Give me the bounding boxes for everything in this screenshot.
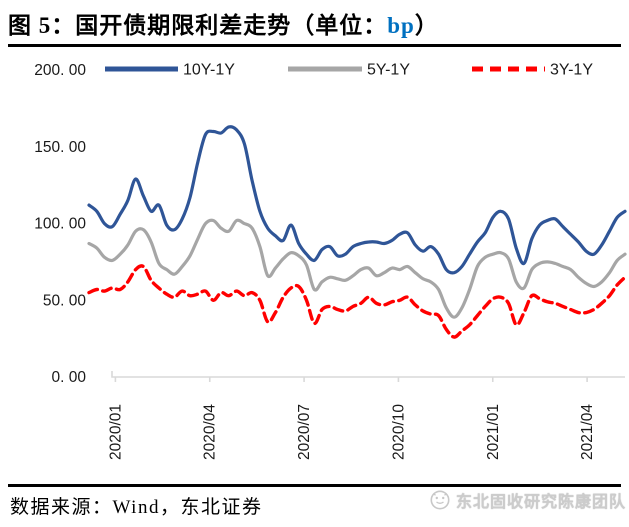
data-source: 数据来源：Wind，东北证券: [10, 497, 263, 518]
x-tick-label: 2020/10: [390, 404, 407, 460]
footer-divider: [8, 484, 621, 487]
legend-label-10Y-1Y: 10Y-1Y: [183, 62, 235, 79]
x-tick-label: 2020/01: [107, 404, 124, 460]
x-tick-label: 2021/04: [579, 404, 596, 460]
title-text: 图 5：国开债期限利差走势（单位：: [8, 13, 388, 38]
y-tick-label: 100. 00: [34, 216, 86, 233]
title-suffix: ）: [414, 13, 439, 38]
y-tick-label: 50. 00: [43, 292, 86, 309]
team-logo-icon: [430, 490, 450, 510]
y-tick-label: 0. 00: [52, 369, 87, 386]
title-divider: [8, 44, 621, 47]
legend-label-3Y-1Y: 3Y-1Y: [550, 62, 593, 79]
line-chart: 2020/01 2020/04 2020/07 2020/10 2021/01 2021/…: [34, 62, 627, 460]
team-badge-label: 东北固收研究陈康团队: [455, 494, 626, 511]
y-tick-label: 150. 00: [34, 139, 86, 156]
title-unit: bp: [387, 13, 415, 38]
y-tick-label: 200. 00: [34, 62, 86, 79]
x-tick-label: 2021/01: [485, 404, 502, 460]
series-3Y-1Y: [87, 264, 627, 339]
series-5Y-1Y: [87, 218, 627, 319]
team-badge: 东北固收研究陈康团队: [429, 488, 626, 512]
x-axis: [111, 371, 625, 378]
legend-label-5Y-1Y: 5Y-1Y: [367, 62, 410, 79]
figure-title: 图 5：国开债期限利差走势（单位：bp）: [8, 6, 439, 40]
x-tick-label: 2020/04: [202, 404, 219, 460]
series-10Y-1Y: [87, 125, 627, 275]
x-tick-label: 2020/07: [296, 404, 313, 460]
